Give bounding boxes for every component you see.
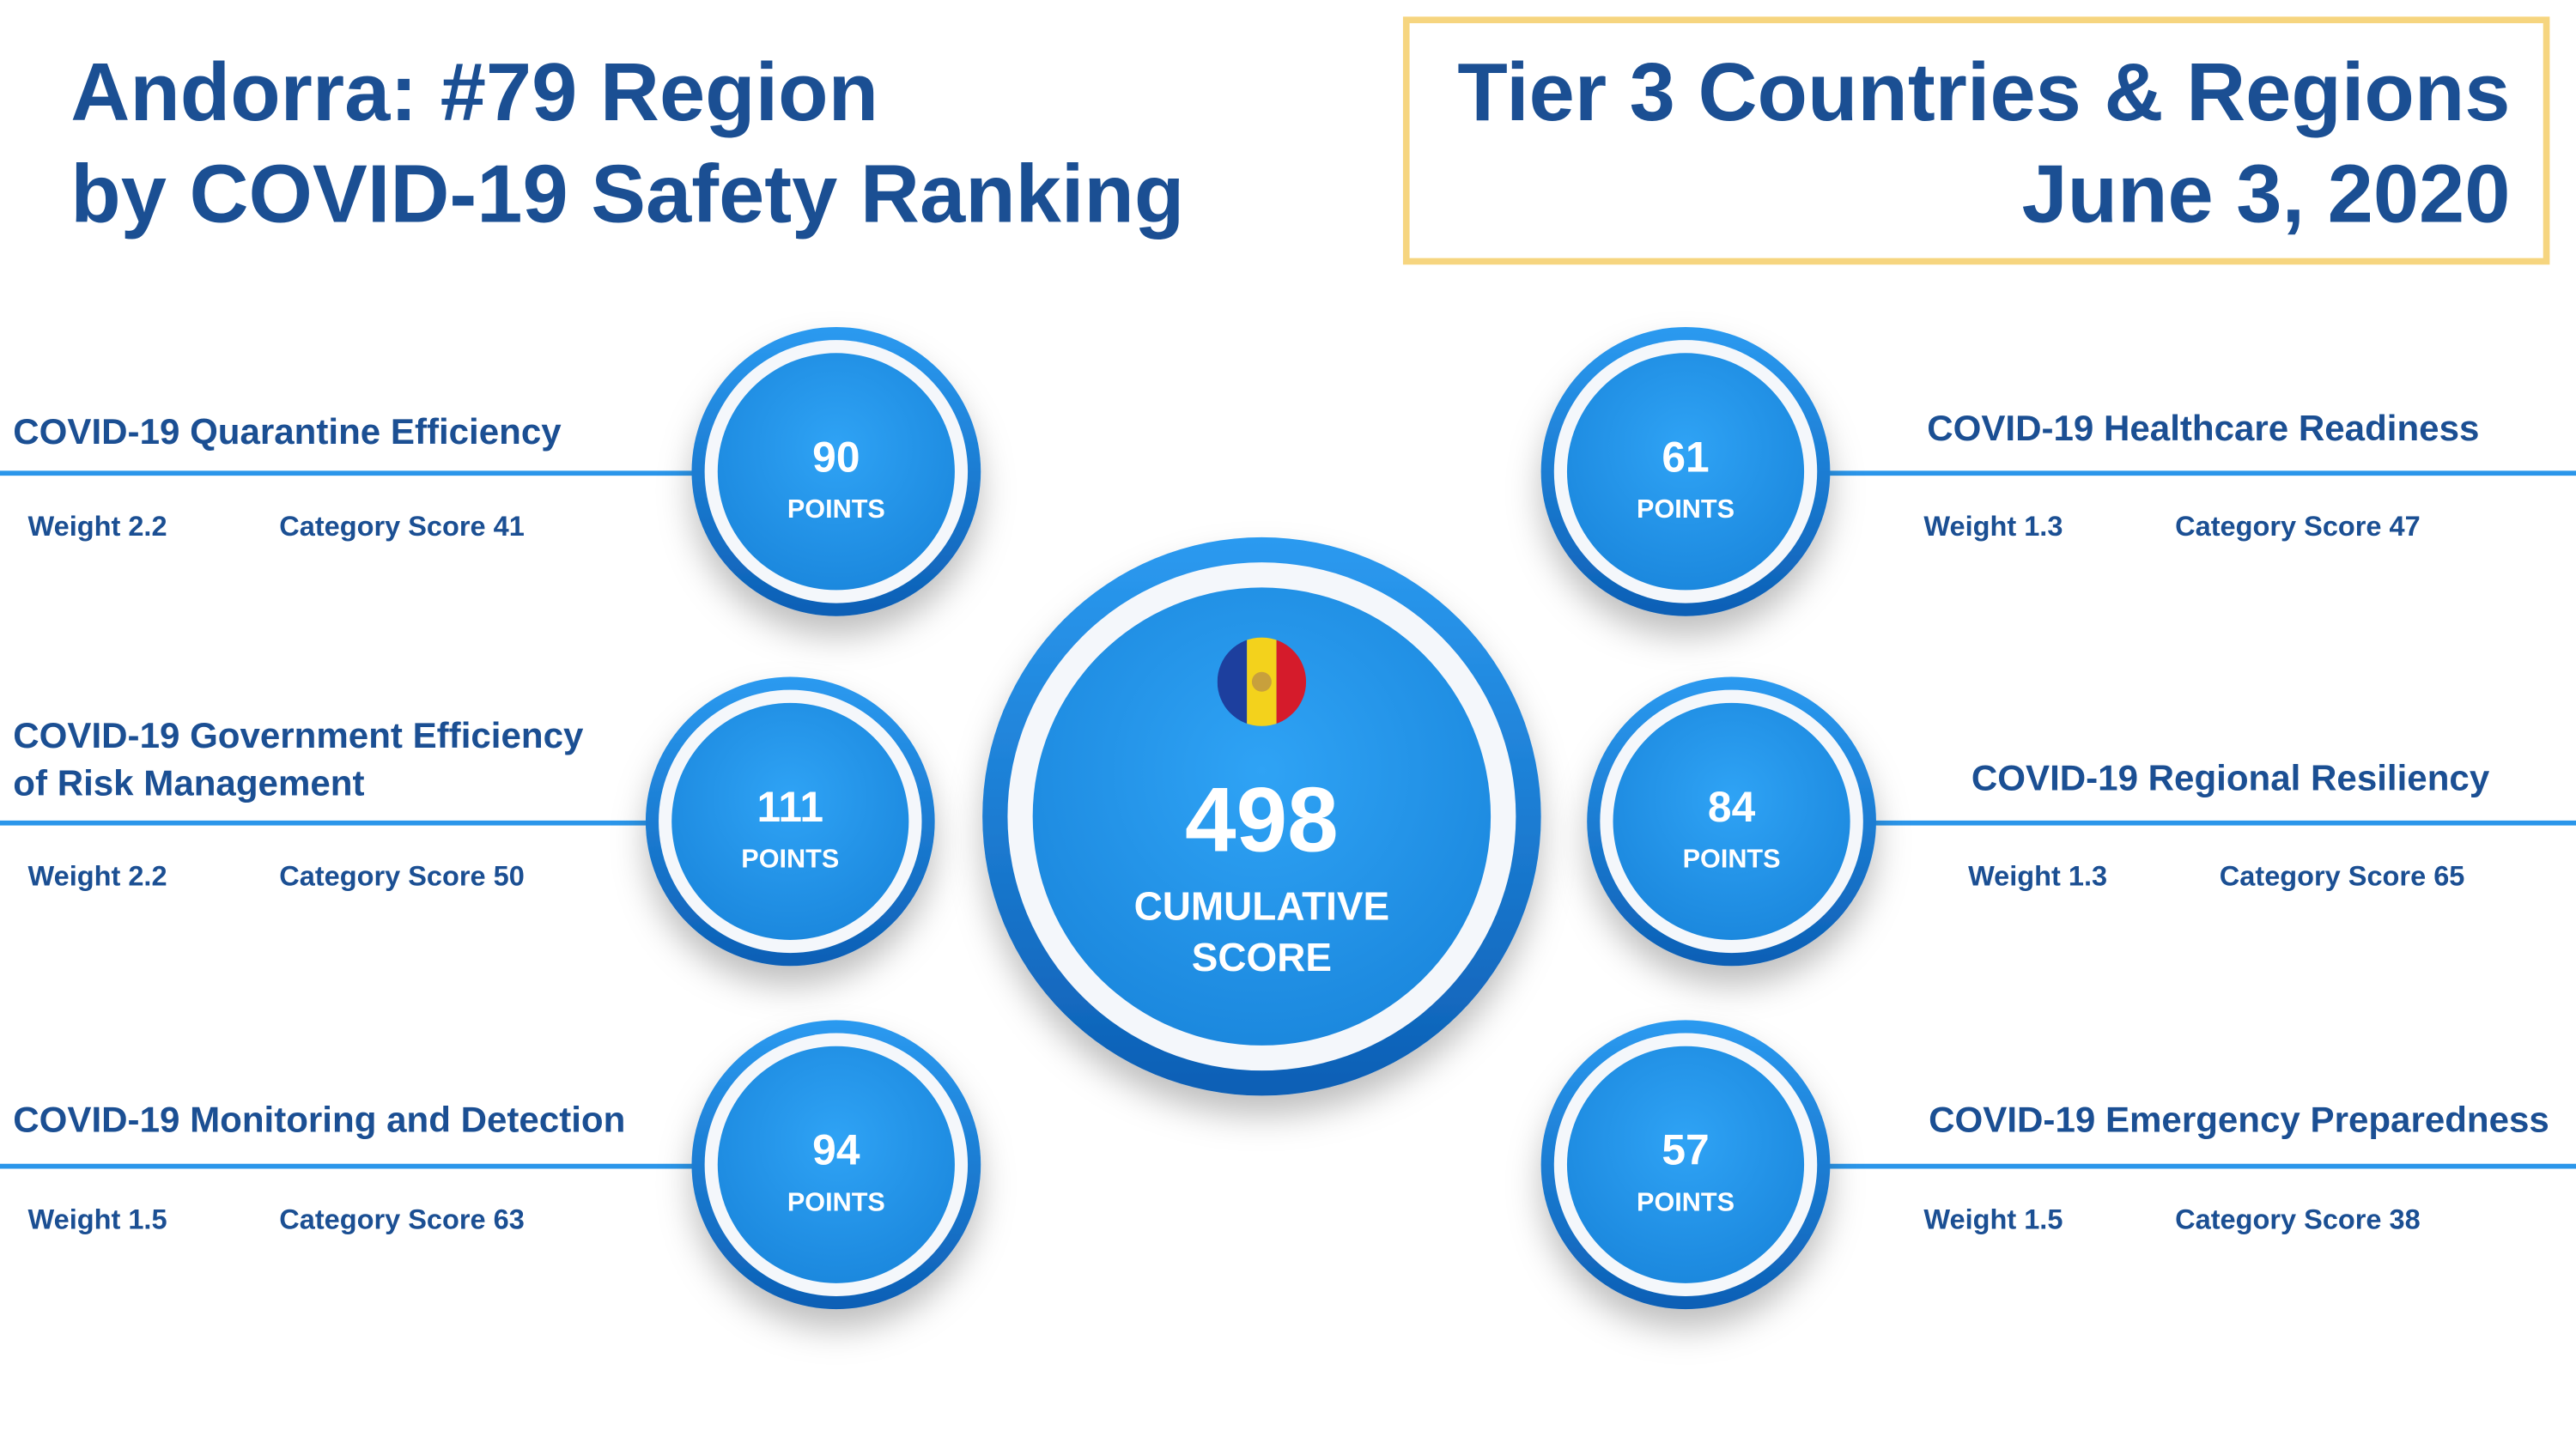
category-score: Category Score 50: [279, 861, 525, 892]
flag-emblem: [1251, 671, 1272, 692]
center-circle-face: [1032, 587, 1492, 1046]
category-circle-face: [671, 702, 909, 940]
category-score: Category Score 38: [2175, 1203, 2421, 1234]
category-score: Category Score 65: [2220, 861, 2465, 892]
category-name: COVID-19 Healthcare Readiness: [1927, 408, 2479, 448]
points-label: POINTS: [1637, 1187, 1735, 1216]
category-points: 94: [812, 1126, 860, 1174]
points-label: POINTS: [1683, 844, 1781, 873]
tier-line: June 3, 2020: [2021, 149, 2510, 240]
category-score: Category Score 47: [2175, 511, 2421, 542]
category-circle-face: [1566, 353, 1805, 591]
category-points: 61: [1662, 433, 1709, 481]
category-name: COVID-19 Emergency Preparedness: [1929, 1099, 2549, 1139]
title-line: by COVID-19 Safety Ranking: [70, 149, 1184, 240]
tier-line: Tier 3 Countries & Regions: [1457, 46, 2510, 138]
points-label: POINTS: [741, 844, 839, 873]
cumulative-label: SCORE: [1192, 935, 1332, 979]
category-weight: Weight 1.5: [28, 1203, 167, 1234]
category-score: Category Score 41: [279, 511, 525, 542]
points-label: POINTS: [787, 1187, 885, 1216]
category-circle-face: [1566, 1046, 1805, 1283]
category-points: 57: [1662, 1126, 1709, 1174]
tier-box: [1402, 16, 2550, 265]
category-weight: Weight 2.2: [28, 511, 167, 542]
cumulative-score: 498: [1185, 767, 1339, 870]
category-points: 90: [812, 433, 860, 481]
category-points: 111: [757, 783, 823, 831]
category-weight: Weight 1.5: [1923, 1203, 2063, 1234]
category-circle-face: [717, 353, 955, 591]
category-circle-face: [717, 1046, 955, 1283]
title-line: Andorra: #79 Region: [70, 46, 878, 138]
category-points: 84: [1708, 783, 1756, 831]
category-name: COVID-19 Monitoring and Detection: [13, 1099, 625, 1139]
category-name: COVID-19 Government Efficiency: [13, 715, 584, 755]
cumulative-label: CUMULATIVE: [1134, 884, 1390, 929]
category-circle-face: [1613, 702, 1850, 940]
category-weight: Weight 2.2: [28, 861, 167, 892]
points-label: POINTS: [787, 494, 885, 524]
category-weight: Weight 1.3: [1923, 511, 2063, 542]
category-weight: Weight 1.3: [1968, 861, 2107, 892]
points-label: POINTS: [1637, 494, 1735, 524]
category-name: of Risk Management: [13, 762, 364, 803]
category-name: COVID-19 Regional Resiliency: [1971, 758, 2490, 798]
category-score: Category Score 63: [279, 1203, 525, 1234]
category-name: COVID-19 Quarantine Efficiency: [13, 411, 562, 452]
